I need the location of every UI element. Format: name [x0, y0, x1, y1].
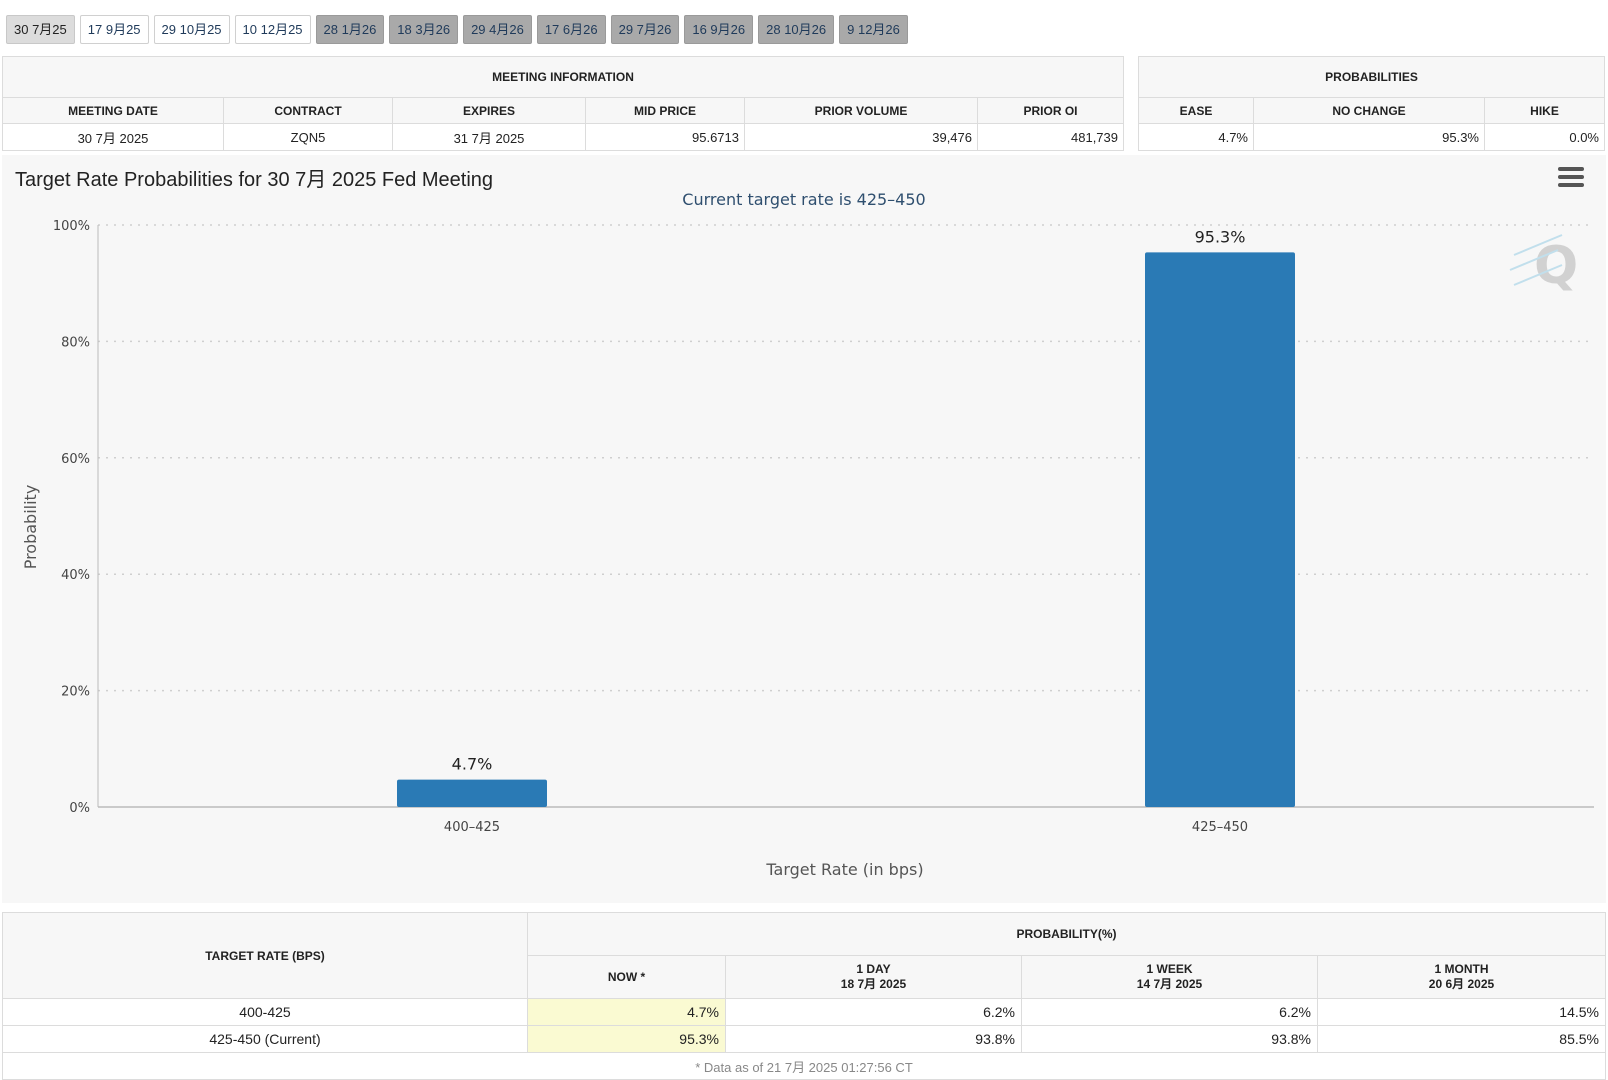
- bar[interactable]: [1145, 252, 1295, 807]
- one-week-date: 14 7月 2025: [1136, 977, 1203, 991]
- data-timestamp-footnote: * Data as of 21 7月 2025 01:27:56 CT: [2, 1052, 1606, 1080]
- tab-6[interactable]: 29 4月26: [463, 15, 532, 44]
- one-day-label: 1 DAY: [856, 962, 891, 976]
- meeting-information-table: MEETING INFORMATION MEETING DATE CONTRAC…: [2, 56, 1124, 151]
- tab-9[interactable]: 16 9月26: [684, 15, 754, 44]
- tab-1[interactable]: 17 9月25: [79, 15, 149, 44]
- mid-price-value: 95.6713: [585, 123, 745, 151]
- tab-7[interactable]: 17 6月26: [536, 15, 606, 44]
- one-day-cell: 6.2%: [725, 998, 1022, 1026]
- target-rate-header: TARGET RATE (BPS): [2, 912, 528, 999]
- y-tick-label: 40%: [61, 568, 90, 583]
- meeting-date-tabs: 30 7月25 17 9月25 29 10月25 10 12月25 28 1月2…: [6, 15, 908, 44]
- chart-area: Current target rate is 425–450 0% 20% 40% 6…: [2, 155, 1606, 903]
- tab-10[interactable]: 28 10月26: [758, 15, 835, 44]
- x-tick-label: 425–450: [1192, 820, 1248, 835]
- x-axis-label: Target Rate (in bps): [765, 860, 923, 879]
- contract-value: ZQN5: [223, 123, 393, 151]
- y-tick-label: 60%: [61, 452, 90, 467]
- y-tick-label: 80%: [61, 335, 90, 350]
- table-row: 400-425 4.7% 6.2% 6.2% 14.5%: [2, 998, 1606, 1026]
- tab-3[interactable]: 10 12月25: [234, 15, 311, 44]
- tab-5[interactable]: 18 3月26: [389, 15, 459, 44]
- rate-cell: 425-450 (Current): [2, 1025, 528, 1053]
- one-week-cell: 93.8%: [1021, 1025, 1318, 1053]
- one-month-date: 20 6月 2025: [1428, 977, 1495, 991]
- no-change-header: NO CHANGE: [1253, 97, 1485, 124]
- hike-header: HIKE: [1484, 97, 1605, 124]
- prior-oi-header: PRIOR OI: [977, 97, 1124, 124]
- meeting-date-value: 30 7月 2025: [2, 123, 224, 151]
- prior-volume-value: 39,476: [744, 123, 978, 151]
- y-tick-label: 20%: [61, 685, 90, 700]
- contract-header: CONTRACT: [223, 97, 393, 124]
- one-day-date: 18 7月 2025: [840, 977, 907, 991]
- expires-header: EXPIRES: [392, 97, 586, 124]
- hamburger-menu-icon[interactable]: [1558, 167, 1584, 187]
- one-week-column-header: 1 WEEK 14 7月 2025: [1021, 955, 1318, 999]
- target-rate-probability-table: TARGET RATE (BPS) PROBABILITY(%) NOW * 1…: [2, 912, 1606, 1080]
- chart-subtitle: Current target rate is 425–450: [682, 190, 925, 209]
- hike-value: 0.0%: [1484, 123, 1605, 151]
- one-month-cell: 85.5%: [1317, 1025, 1606, 1053]
- probabilities-table: PROBABILITIES EASE NO CHANGE HIKE 4.7% 9…: [1138, 56, 1605, 151]
- probabilities-header: PROBABILITIES: [1138, 56, 1605, 98]
- one-month-cell: 14.5%: [1317, 998, 1606, 1026]
- now-cell: 4.7%: [527, 998, 726, 1026]
- table-row: 425-450 (Current) 95.3% 93.8% 93.8% 85.5…: [2, 1025, 1606, 1053]
- bar-data-label: 95.3%: [1195, 227, 1246, 246]
- expires-value: 31 7月 2025: [392, 123, 586, 151]
- one-day-column-header: 1 DAY 18 7月 2025: [725, 955, 1022, 999]
- one-week-cell: 6.2%: [1021, 998, 1318, 1026]
- tab-0[interactable]: 30 7月25: [6, 15, 75, 44]
- now-cell: 95.3%: [527, 1025, 726, 1053]
- tab-2[interactable]: 29 10月25: [153, 15, 230, 44]
- now-column-header: NOW *: [527, 955, 726, 999]
- bar[interactable]: [397, 779, 547, 807]
- bar-data-label: 4.7%: [452, 755, 493, 774]
- tab-11[interactable]: 9 12月26: [839, 15, 908, 44]
- y-axis-label: Probability: [21, 485, 40, 570]
- prior-oi-value: 481,739: [977, 123, 1124, 151]
- x-tick-label: 400–425: [444, 820, 500, 835]
- y-tick-label: 0%: [69, 801, 90, 816]
- one-week-label: 1 WEEK: [1146, 962, 1193, 976]
- y-tick-label: 100%: [53, 219, 90, 234]
- probability-header: PROBABILITY(%): [527, 912, 1606, 956]
- chart-title: Target Rate Probabilities for 30 7月 2025…: [15, 169, 494, 191]
- meeting-information-header: MEETING INFORMATION: [2, 56, 1124, 98]
- meeting-date-header: MEETING DATE: [2, 97, 224, 124]
- one-day-cell: 93.8%: [725, 1025, 1022, 1053]
- ease-header: EASE: [1138, 97, 1254, 124]
- no-change-value: 95.3%: [1253, 123, 1485, 151]
- probability-bar-chart: Current target rate is 425–450 0% 20% 40% 6…: [21, 190, 1594, 879]
- watermark-q-logo-icon: Q: [1509, 234, 1578, 296]
- one-month-label: 1 MONTH: [1434, 962, 1489, 976]
- tab-4[interactable]: 28 1月26: [315, 15, 385, 44]
- one-month-column-header: 1 MONTH 20 6月 2025: [1317, 955, 1606, 999]
- now-label: NOW *: [607, 969, 646, 984]
- svg-text:Q: Q: [1534, 236, 1578, 296]
- rate-cell: 400-425: [2, 998, 528, 1026]
- mid-price-header: MID PRICE: [585, 97, 745, 124]
- prior-volume-header: PRIOR VOLUME: [744, 97, 978, 124]
- tab-8[interactable]: 29 7月26: [610, 15, 680, 44]
- ease-value: 4.7%: [1138, 123, 1254, 151]
